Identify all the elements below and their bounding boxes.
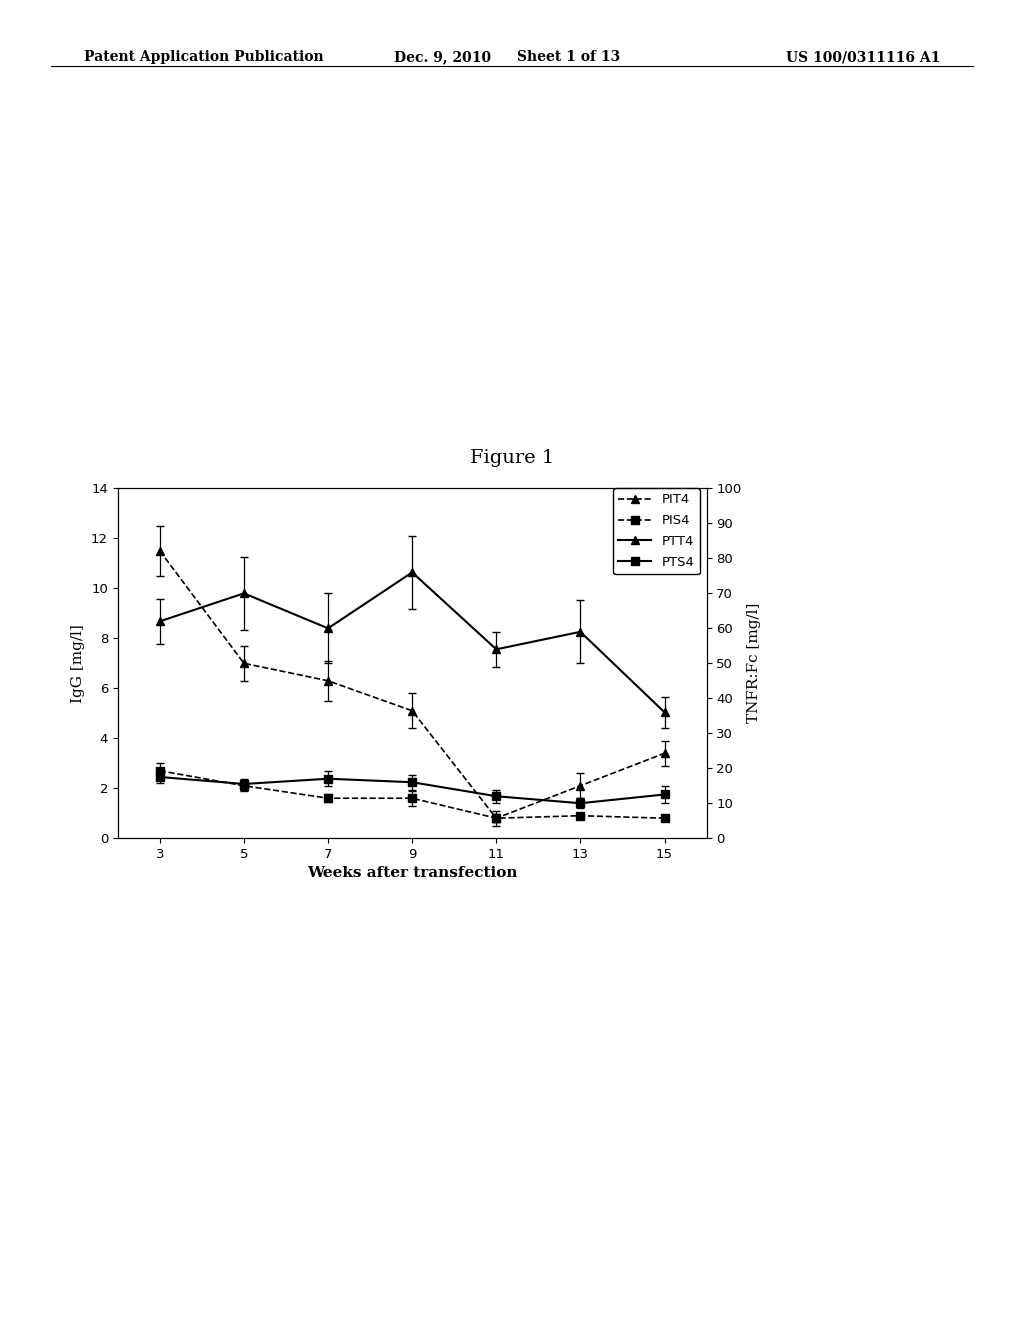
X-axis label: Weeks after transfection: Weeks after transfection xyxy=(307,866,517,880)
Text: Patent Application Publication: Patent Application Publication xyxy=(84,50,324,65)
Text: Figure 1: Figure 1 xyxy=(470,449,554,467)
Y-axis label: IgG [mg/l]: IgG [mg/l] xyxy=(72,624,85,702)
Text: US 100/0311116 A1: US 100/0311116 A1 xyxy=(785,50,940,65)
Text: Dec. 9, 2010: Dec. 9, 2010 xyxy=(394,50,492,65)
Legend: PIT4, PIS4, PTT4, PTS4: PIT4, PIS4, PTT4, PTS4 xyxy=(613,488,700,574)
Text: Sheet 1 of 13: Sheet 1 of 13 xyxy=(517,50,621,65)
Y-axis label: TNFR:Fc [mg/l]: TNFR:Fc [mg/l] xyxy=(748,603,761,723)
